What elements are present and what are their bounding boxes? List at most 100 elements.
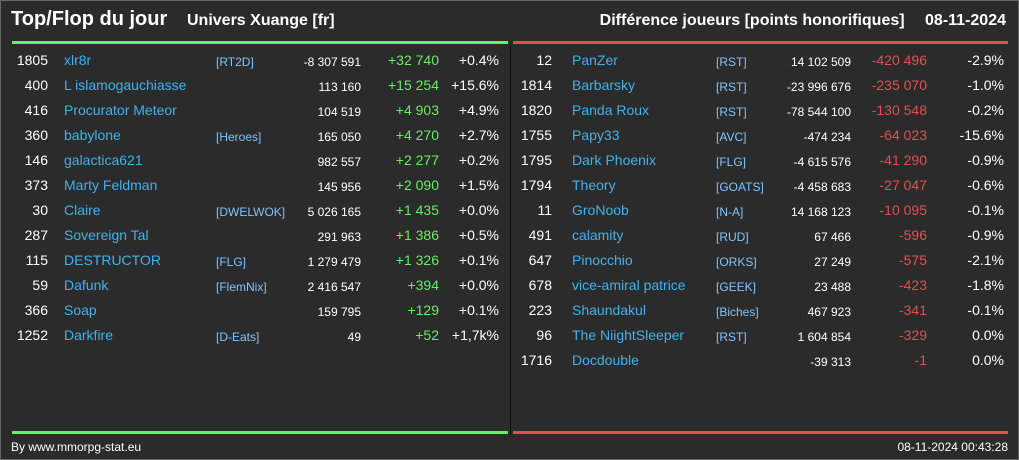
points-difference: -27 047: [879, 177, 927, 193]
player-total-points: 113 160: [318, 80, 362, 94]
points-difference: +129: [407, 302, 439, 318]
table-row: 360 babylone [Heroes] 165 050 +4 270 +2.7%: [1, 124, 510, 149]
points-difference: -420 496: [871, 52, 927, 68]
table-row: 491 calamity [RUD] 67 466 -596 -0.9%: [511, 224, 1018, 249]
player-total-points: -8 307 591: [303, 55, 361, 69]
player-name-link[interactable]: Soap: [64, 302, 97, 318]
player-total-points: 2 416 547: [307, 280, 361, 294]
points-difference: +1 435: [395, 202, 439, 218]
percent-change: -0.2%: [967, 102, 1004, 118]
player-name-link[interactable]: Darkfire: [64, 327, 114, 343]
percent-change: -1.8%: [967, 277, 1004, 293]
player-name-link[interactable]: Docdouble: [572, 352, 639, 368]
player-total-points: 467 923: [807, 305, 851, 319]
player-name-link[interactable]: galactica621: [64, 152, 143, 168]
player-name-link[interactable]: Procurator Meteor: [64, 102, 177, 118]
points-difference: +52: [415, 327, 439, 343]
player-name-link[interactable]: xlr8r: [64, 52, 92, 68]
points-difference: -235 070: [871, 77, 927, 93]
player-rank: 416: [24, 102, 48, 118]
player-name-link[interactable]: Papy33: [572, 127, 620, 143]
percent-change: +1.5%: [458, 177, 499, 193]
percent-change: -0.1%: [967, 202, 1004, 218]
percent-change: +4.9%: [458, 102, 499, 118]
player-name-link[interactable]: Dark Phoenix: [572, 152, 657, 168]
player-name-link[interactable]: babylone: [64, 127, 121, 143]
player-name-link[interactable]: Marty Feldman: [64, 177, 158, 193]
percent-change: +0.1%: [458, 302, 499, 318]
player-rank: 59: [32, 277, 48, 293]
player-total-points: 67 466: [814, 230, 851, 244]
player-guild: [RST]: [716, 55, 747, 69]
player-name-link[interactable]: L islamogauchiasse: [64, 77, 187, 93]
date-label: 08-11-2024: [925, 12, 1006, 29]
table-row: 30 Claire [DWELWOK] 5 026 165 +1 435 +0.0%: [1, 199, 510, 224]
percent-change: +0.0%: [458, 277, 499, 293]
player-total-points: -39 313: [810, 355, 851, 369]
player-guild: [ORKS]: [716, 255, 757, 269]
table-row: 1716 Docdouble -39 313 -1 0.0%: [511, 349, 1018, 374]
player-total-points: 159 795: [317, 305, 361, 319]
player-name-link[interactable]: The NiightSleeper: [572, 327, 685, 343]
source-credit: By www.mmorpg-stat.eu: [11, 440, 142, 454]
points-difference: +4 903: [395, 102, 439, 118]
player-guild: [RUD]: [716, 230, 749, 244]
percent-change: +0.0%: [458, 202, 499, 218]
percent-change: -0.1%: [967, 302, 1004, 318]
player-name-link[interactable]: Pinocchio: [572, 252, 633, 268]
player-name-link[interactable]: calamity: [572, 227, 624, 243]
player-total-points: 145 956: [317, 180, 361, 194]
percent-change: +0.1%: [458, 252, 499, 268]
player-name-link[interactable]: PanZer: [572, 52, 618, 68]
player-total-points: 49: [347, 330, 361, 344]
points-difference: -329: [898, 327, 927, 343]
player-rank: 678: [528, 277, 552, 293]
top-losers-list: 12 PanZer [RST] 14 102 509 -420 496 -2.9% 1814…: [511, 49, 1018, 374]
player-total-points: -78 544 100: [786, 105, 851, 119]
table-row: 287 Sovereign Tal 291 963 +1 386 +0.5%: [1, 224, 510, 249]
player-guild: [GEEK]: [716, 280, 757, 294]
player-guild: [RST]: [716, 105, 747, 119]
table-row: 115 DESTRUCTOR [FLG] 1 279 479 +1 326 +0.1%: [1, 249, 510, 274]
table-row: 146 galactica621 982 557 +2 277 +0.2%: [1, 149, 510, 174]
table-row: 400 L islamogauchiasse 113 160 +15 254 +15.6…: [1, 74, 510, 99]
points-difference: -41 290: [879, 152, 927, 168]
table-row: 373 Marty Feldman 145 956 +2 090 +1.5%: [1, 174, 510, 199]
player-total-points: 982 557: [317, 155, 361, 169]
footer-timestamp: 08-11-2024 00:43:28: [897, 440, 1008, 454]
universe-label: Univers Xuange [fr]: [187, 12, 335, 29]
percent-change: +0.4%: [458, 52, 499, 68]
points-difference: -596: [898, 227, 927, 243]
player-guild: [AVC]: [716, 130, 747, 144]
player-name-link[interactable]: Panda Roux: [572, 102, 650, 118]
points-difference: +1 326: [395, 252, 439, 268]
player-total-points: 1 279 479: [307, 255, 361, 269]
percent-change: +0.2%: [458, 152, 499, 168]
percent-change: +1,7k%: [451, 327, 499, 343]
player-name-link[interactable]: vice-amiral patrice: [572, 277, 686, 293]
player-name-link[interactable]: Barbarsky: [572, 77, 636, 93]
player-name-link[interactable]: DESTRUCTOR: [64, 252, 161, 268]
table-row: 1794 Theory [GOATS] -4 458 683 -27 047 -0.6%: [511, 174, 1018, 199]
points-difference: +2 090: [395, 177, 439, 193]
points-difference: -130 548: [871, 102, 927, 118]
table-row: 416 Procurator Meteor 104 519 +4 903 +4.9%: [1, 99, 510, 124]
player-name-link[interactable]: Theory: [572, 177, 616, 193]
player-total-points: 1 604 854: [797, 330, 851, 344]
player-name-link[interactable]: Dafunk: [64, 277, 109, 293]
player-rank: 1755: [520, 127, 552, 143]
player-name-link[interactable]: Shaundakul: [572, 302, 646, 318]
table-row: 59 Dafunk [FlemNix] 2 416 547 +394 +0.0%: [1, 274, 510, 299]
points-difference: +1 386: [395, 227, 439, 243]
player-name-link[interactable]: Sovereign Tal: [64, 227, 149, 243]
points-difference: -1: [914, 352, 927, 368]
player-total-points: -474 234: [803, 130, 851, 144]
player-name-link[interactable]: Claire: [64, 202, 101, 218]
table-row: 678 vice-amiral patrice [GEEK] 23 488 -423 -1…: [511, 274, 1018, 299]
player-total-points: 165 050: [317, 130, 361, 144]
points-difference: +32 740: [388, 52, 439, 68]
player-rank: 287: [24, 227, 48, 243]
player-rank: 30: [32, 202, 48, 218]
player-name-link[interactable]: GroNoob: [572, 202, 629, 218]
player-rank: 366: [24, 302, 48, 318]
